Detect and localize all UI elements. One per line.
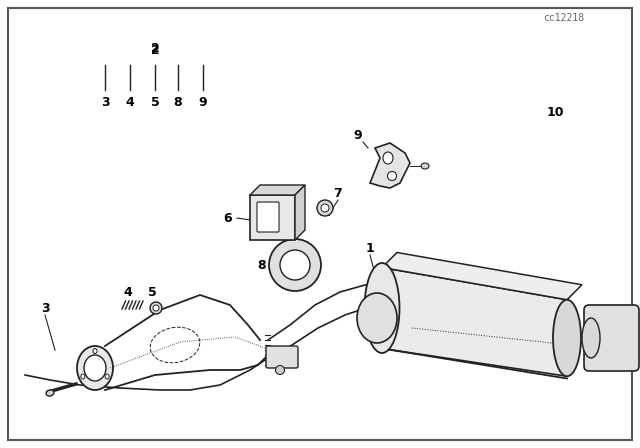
FancyBboxPatch shape	[584, 305, 639, 371]
FancyBboxPatch shape	[266, 346, 298, 368]
Ellipse shape	[365, 263, 399, 353]
Text: 7: 7	[333, 186, 342, 199]
Ellipse shape	[105, 374, 109, 379]
Ellipse shape	[553, 300, 581, 376]
FancyBboxPatch shape	[257, 202, 279, 232]
Text: 9: 9	[354, 129, 362, 142]
Text: 5: 5	[148, 285, 156, 298]
Text: 5: 5	[150, 95, 159, 108]
Text: cc12218: cc12218	[543, 13, 584, 23]
Polygon shape	[250, 185, 305, 195]
Text: 2: 2	[150, 42, 159, 55]
Ellipse shape	[387, 172, 397, 181]
Text: 3: 3	[41, 302, 49, 314]
Ellipse shape	[321, 204, 329, 212]
Ellipse shape	[93, 349, 97, 353]
Ellipse shape	[275, 366, 285, 375]
Polygon shape	[382, 267, 567, 376]
Text: 6: 6	[224, 211, 232, 224]
Ellipse shape	[357, 293, 397, 343]
Ellipse shape	[421, 163, 429, 169]
Ellipse shape	[269, 239, 321, 291]
Ellipse shape	[280, 250, 310, 280]
Text: 4: 4	[124, 285, 132, 298]
Ellipse shape	[317, 200, 333, 216]
Text: 8: 8	[258, 258, 266, 271]
Polygon shape	[295, 185, 305, 240]
Text: 2: 2	[150, 43, 159, 56]
Text: 4: 4	[125, 95, 134, 108]
Ellipse shape	[150, 302, 162, 314]
Ellipse shape	[582, 318, 600, 358]
Ellipse shape	[383, 152, 393, 164]
Ellipse shape	[46, 390, 54, 396]
Ellipse shape	[84, 355, 106, 381]
Ellipse shape	[153, 305, 159, 311]
Text: 10: 10	[547, 105, 564, 119]
Polygon shape	[250, 195, 295, 240]
Text: 8: 8	[173, 95, 182, 108]
Ellipse shape	[77, 346, 113, 390]
Text: 3: 3	[100, 95, 109, 108]
Text: 1: 1	[365, 241, 374, 254]
Text: 9: 9	[198, 95, 207, 108]
Polygon shape	[370, 143, 410, 188]
Ellipse shape	[81, 374, 85, 379]
Polygon shape	[382, 253, 582, 300]
